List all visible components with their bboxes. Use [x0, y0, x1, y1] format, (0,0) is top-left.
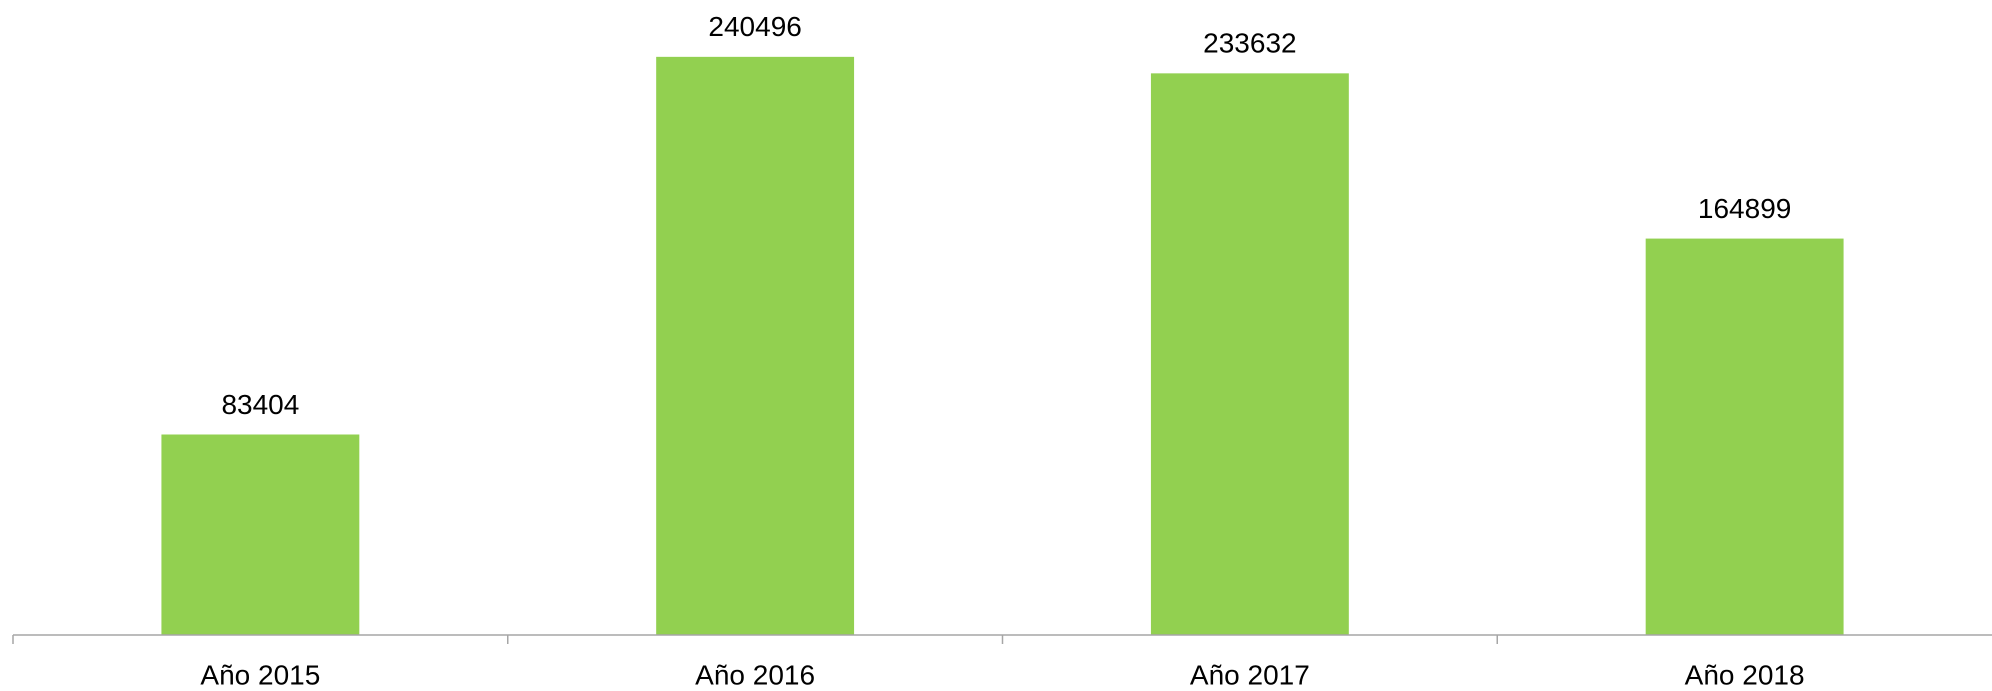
bar: [1150, 73, 1349, 635]
x-tick-label: Año 2017: [1190, 659, 1310, 690]
bar: [656, 56, 855, 636]
data-label: 83404: [221, 389, 299, 420]
bar: [161, 434, 360, 635]
x-tick-label: Año 2015: [200, 659, 320, 690]
bar: [1645, 238, 1844, 635]
x-tick-label: Año 2016: [695, 659, 815, 690]
data-label: 164899: [1698, 193, 1791, 224]
data-label: 233632: [1203, 28, 1296, 59]
x-tick-label: Año 2018: [1685, 659, 1805, 690]
data-label: 240496: [708, 11, 801, 42]
